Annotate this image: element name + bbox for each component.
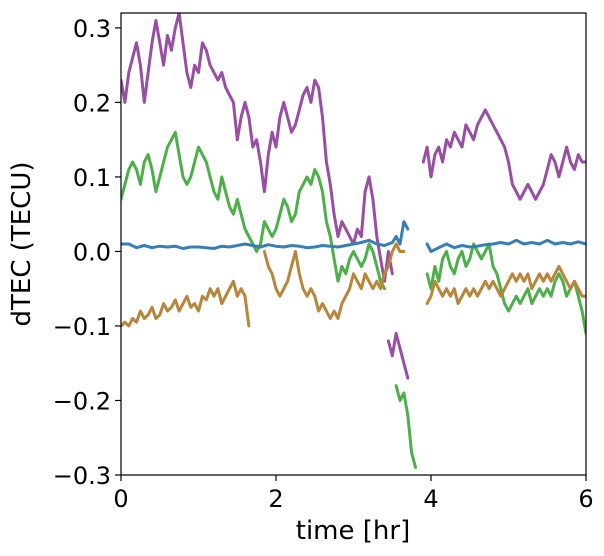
series-4-segment-1 xyxy=(121,279,251,328)
series-3-segment-1 xyxy=(121,220,410,250)
y-axis-ticks: 0.3 0.2 0.1 0.0 −0.1 −0.2 −0.3 xyxy=(53,15,121,490)
y-tick-label: 0.2 xyxy=(73,89,111,117)
series-4-segment-2 xyxy=(262,242,406,320)
series-1-segment-1 xyxy=(121,13,394,283)
series-2-segment-1 xyxy=(121,130,386,291)
plot-area xyxy=(121,13,586,469)
y-tick-label: 0.0 xyxy=(73,238,111,266)
series-2-segment-3 xyxy=(425,242,586,335)
x-axis-label: time [hr] xyxy=(296,516,410,546)
y-tick-label: 0.3 xyxy=(73,15,111,43)
y-axis-label: dTEC (TECU) xyxy=(7,161,37,326)
series-3 xyxy=(121,220,586,253)
series-2-segment-2 xyxy=(394,384,417,469)
series-4 xyxy=(121,242,586,328)
axes-border xyxy=(120,12,587,476)
y-tick-label: −0.2 xyxy=(53,387,111,415)
series-2 xyxy=(121,130,586,469)
series-1 xyxy=(121,13,586,380)
x-tick-label: 4 xyxy=(423,485,438,513)
y-tick-label: −0.3 xyxy=(53,462,111,490)
y-tick-label: −0.1 xyxy=(53,313,111,341)
axes-frame xyxy=(120,12,587,476)
x-tick-label: 0 xyxy=(113,485,128,513)
series-1-segment-3 xyxy=(421,108,586,201)
series-4-segment-3 xyxy=(425,264,586,306)
y-tick-label: 0.1 xyxy=(73,164,111,192)
series-3-segment-2 xyxy=(425,238,586,253)
x-tick-label: 2 xyxy=(268,485,283,513)
x-tick-label: 6 xyxy=(578,485,593,513)
series-1-segment-2 xyxy=(386,331,410,380)
x-axis-ticks: 0 2 4 6 xyxy=(113,475,594,513)
